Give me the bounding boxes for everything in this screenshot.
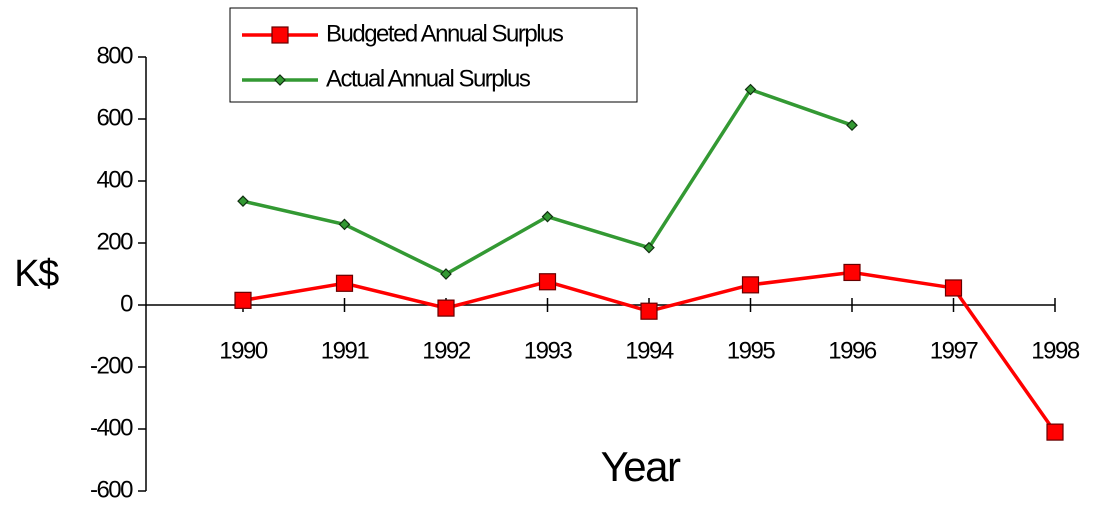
y-tick-label: -600	[90, 476, 133, 503]
marker	[234, 291, 252, 309]
marker	[274, 74, 286, 86]
y-tick-label: 800	[96, 42, 133, 69]
marker	[846, 119, 858, 132]
marker	[237, 195, 249, 207]
marker	[541, 210, 554, 223]
marker	[440, 268, 452, 280]
marker	[335, 274, 354, 292]
x-tick-label: 1997	[930, 337, 979, 364]
marker	[338, 218, 351, 231]
marker	[944, 279, 963, 297]
y-tick-label: 400	[96, 166, 133, 193]
y-tick-label: -400	[90, 414, 133, 441]
x-axis-label: Year	[601, 443, 681, 490]
marker	[643, 241, 655, 254]
marker	[741, 276, 760, 294]
x-tick-label: 1991	[321, 337, 370, 364]
marker	[1046, 423, 1064, 441]
x-tick-label: 1998	[1031, 337, 1080, 364]
marker	[843, 263, 861, 282]
marker	[538, 273, 557, 291]
x-tick-label: 1995	[727, 337, 776, 364]
y-tick-label: 200	[96, 228, 133, 255]
y-tick-label: 600	[96, 104, 133, 131]
y-axis-label: K$	[14, 253, 59, 295]
legend-box	[229, 7, 638, 103]
marker	[640, 302, 658, 320]
x-tick-label: 1994	[625, 337, 674, 364]
y-tick-label: -200	[90, 352, 133, 379]
x-tick-label: 1992	[422, 337, 471, 364]
x-tick-label: 1996	[828, 337, 877, 364]
marker	[271, 26, 289, 44]
legend-label: Budgeted Annual Surplus	[326, 20, 564, 47]
legend-label: Actual Annual Surplus	[326, 65, 531, 92]
x-tick-label: 1993	[524, 337, 573, 364]
y-tick-label: 0	[120, 290, 133, 317]
marker	[437, 299, 455, 317]
x-tick-label: 1990	[219, 337, 268, 364]
series-line	[242, 87, 853, 276]
marker	[744, 83, 757, 96]
